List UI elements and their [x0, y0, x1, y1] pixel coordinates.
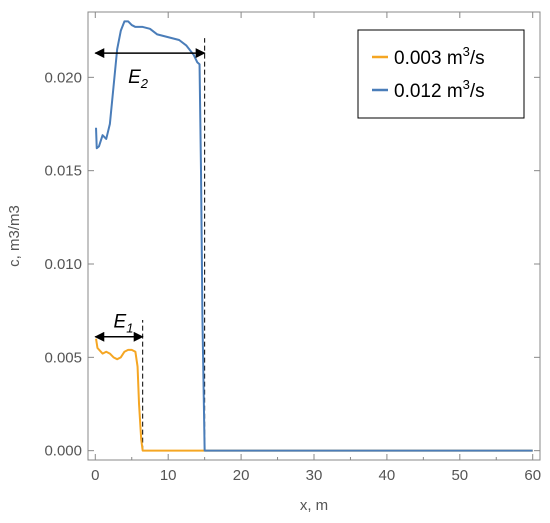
- y-tick-label: 0.005: [44, 349, 82, 366]
- legend: 0.003 m3/s 0.012 m3/s: [357, 29, 525, 119]
- x-tick-label: 30: [306, 467, 323, 484]
- y-tick-label: 0.020: [44, 69, 82, 86]
- series-line-2: [95, 20, 533, 452]
- annotation-label: E1: [114, 311, 134, 335]
- y-tick-label: 0.010: [44, 256, 82, 273]
- x-tick-label: 10: [160, 467, 177, 484]
- series-line-1: [95, 338, 533, 452]
- x-tick-label: 20: [233, 467, 250, 484]
- legend-box: [357, 29, 525, 119]
- y-tick-label: 0.000: [44, 443, 82, 460]
- y-axis-title: c, m3/m3: [6, 205, 23, 267]
- series-layer: [95, 20, 533, 452]
- annotation-layer: E2 E1: [94, 48, 206, 342]
- markers-layer: [142, 38, 206, 451]
- y-tick-label: 0.015: [44, 163, 82, 180]
- legend-label-2: 0.012 m3/s: [394, 77, 485, 102]
- x-tick-label: 0: [91, 467, 99, 484]
- legend-label-1: 0.003 m3/s: [394, 44, 485, 69]
- x-tick-label: 60: [524, 467, 541, 484]
- x-tick-label: 40: [379, 467, 396, 484]
- x-tick-label: 50: [451, 467, 468, 484]
- x-axis-title: x, m: [300, 497, 328, 514]
- annotation-label: E2: [128, 67, 149, 91]
- ticks-layer: 0 10 20 30 40 50 60 0.000 0.005 0.010 0.015 0.020: [44, 12, 541, 484]
